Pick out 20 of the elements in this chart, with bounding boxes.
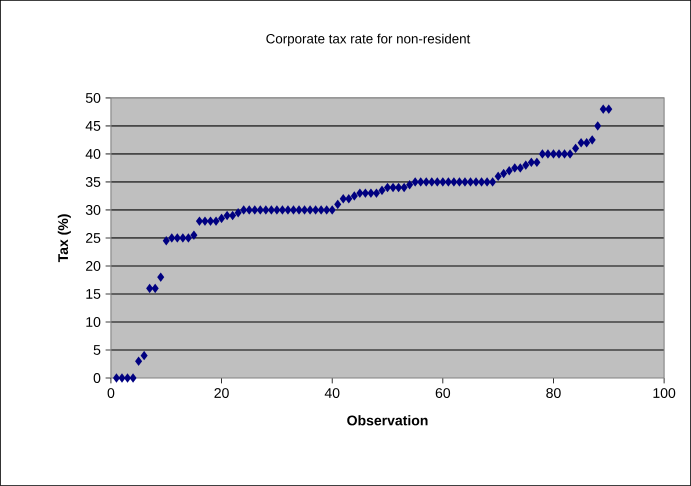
x-tick-label: 40 bbox=[324, 388, 340, 398]
x-tick-label: 60 bbox=[436, 388, 450, 398]
y-tick-label: 45 bbox=[86, 121, 100, 131]
y-axis-title: Tax (%) bbox=[58, 214, 71, 262]
chart-title: Corporate tax rate for non-resident bbox=[266, 34, 470, 46]
y-tick-label: 35 bbox=[86, 177, 100, 187]
x-tick-label: 80 bbox=[546, 388, 561, 398]
y-tick-label: 25 bbox=[86, 233, 100, 243]
y-tick-label: 0 bbox=[94, 373, 100, 384]
x-axis-title: Observation bbox=[347, 415, 428, 426]
x-tick-label: 0 bbox=[108, 388, 114, 398]
y-tick-label: 15 bbox=[86, 289, 100, 299]
y-tick-label: 10 bbox=[86, 317, 100, 327]
y-tick-label: 40 bbox=[86, 149, 100, 159]
y-tick-label: 5 bbox=[94, 345, 100, 355]
y-tick-label: 50 bbox=[86, 93, 100, 103]
y-tick-label: 30 bbox=[86, 205, 100, 215]
x-tick-label: 20 bbox=[214, 388, 229, 398]
y-tick-label: 20 bbox=[86, 261, 100, 271]
x-tick-label: 100 bbox=[653, 388, 676, 398]
